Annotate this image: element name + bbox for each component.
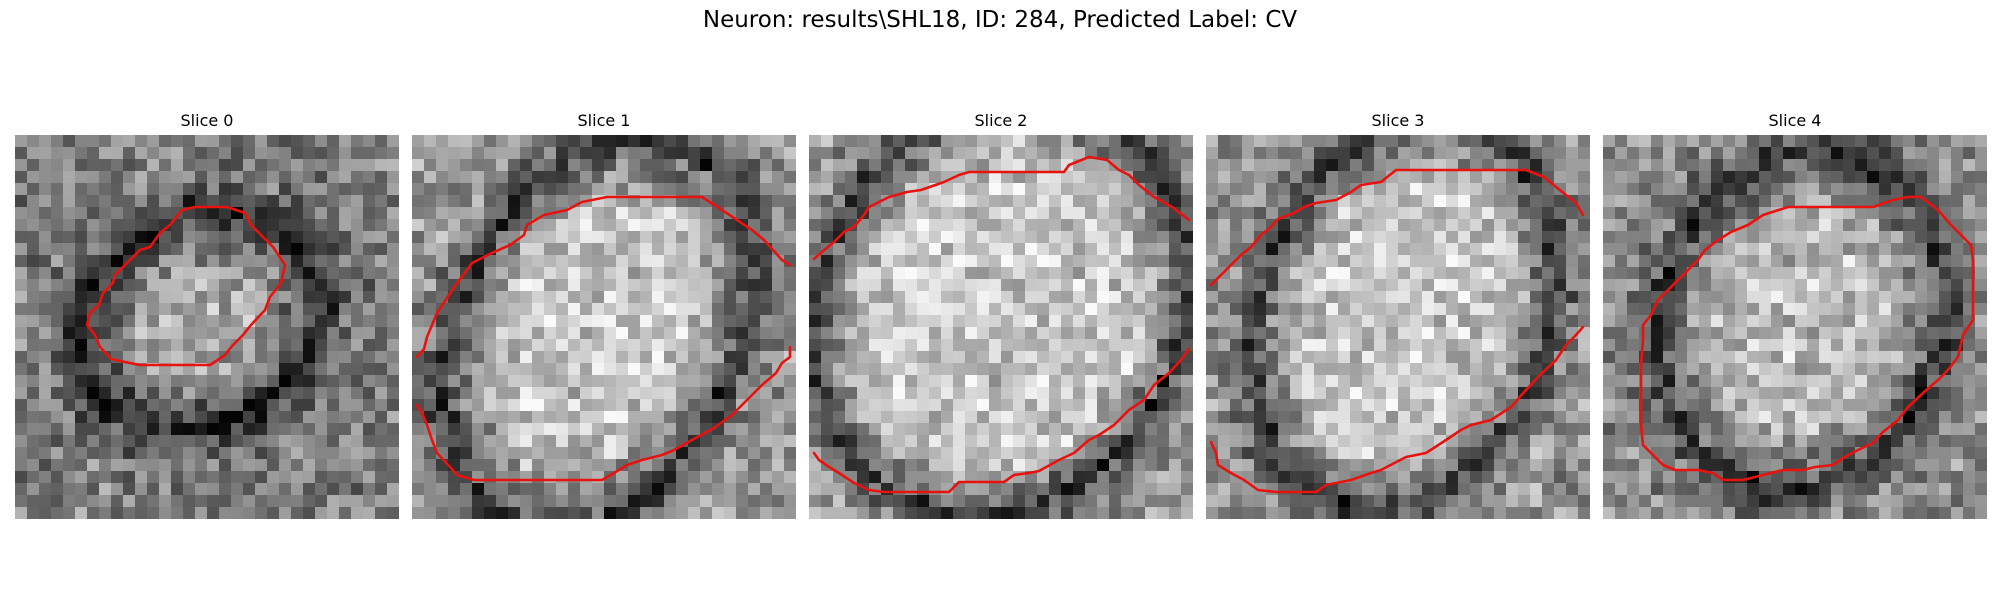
slice-image-3 [1206,135,1590,519]
cell-contour-line [812,155,1191,261]
slice-pixel-texture [412,135,796,519]
cell-contour-line [415,195,792,359]
slice-panel-1: Slice 1 [412,111,796,521]
slice-panel-3: Slice 3 [1206,111,1590,521]
cell-contour-line [812,347,1191,494]
cell-contour-line [415,345,792,482]
cell-contour-line [1639,195,1975,482]
slice-panel-4: Slice 4 [1603,111,1987,521]
slice-title: Slice 0 [180,111,234,130]
slice-image-2 [809,135,1193,519]
slice-image-1 [412,135,796,519]
slice-image-0 [15,135,399,519]
cell-contour-line [1209,325,1585,494]
slice-title: Slice 3 [1371,111,1425,130]
slice-pixel-texture [15,135,399,519]
slice-title: Slice 4 [1768,111,1822,130]
slice-panel-2: Slice 2 [809,111,1193,521]
figure-title: Neuron: results\SHL18, ID: 284, Predicte… [702,7,1298,33]
cell-contour-line [85,205,287,367]
slice-title: Slice 1 [577,111,631,130]
slice-pixel-texture [1206,135,1590,519]
slice-pixel-texture [809,135,1193,519]
slice-title: Slice 2 [974,111,1028,130]
cell-contour-line [1209,168,1585,287]
slice-panel-0: Slice 0 [15,111,399,521]
slice-image-4 [1603,135,1987,519]
